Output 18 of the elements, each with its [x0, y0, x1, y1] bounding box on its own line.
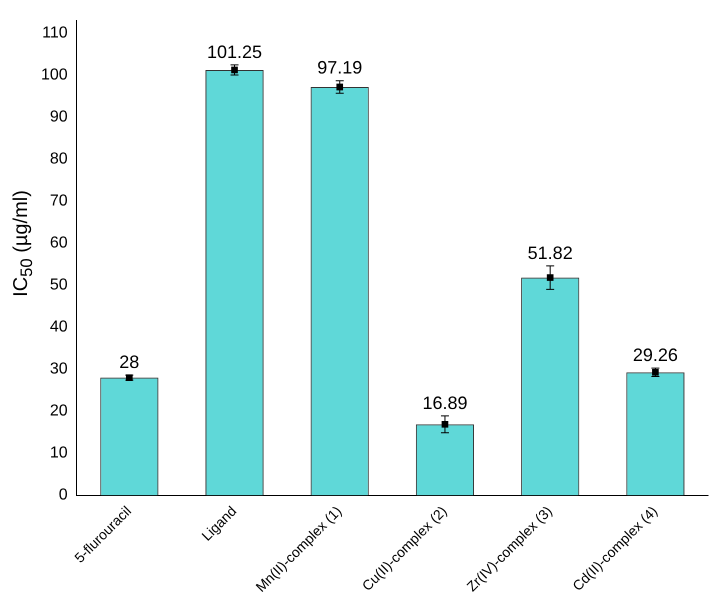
data-label: 101.25 [206, 42, 262, 62]
data-label: 28 [119, 352, 140, 372]
data-label: 51.82 [528, 242, 573, 263]
y-tick-label: 110 [42, 24, 68, 42]
y-tick-label: 80 [50, 150, 68, 168]
y-tick-label: 20 [50, 402, 68, 420]
y-tick-label: 30 [50, 360, 68, 378]
y-tick-label: 40 [50, 318, 68, 336]
data-label: 97.19 [317, 58, 362, 78]
y-tick-label: 0 [58, 486, 68, 504]
y-tick-label: 100 [40, 66, 68, 84]
data-label: 29.26 [632, 345, 678, 366]
y-tick-label: 50 [50, 276, 68, 294]
y-tick-label: 70 [50, 192, 68, 210]
y-tick-label: 60 [50, 234, 68, 252]
y-tick-label: 90 [50, 108, 68, 126]
data-label: 16.89 [422, 392, 468, 413]
y-tick-label: 10 [50, 444, 68, 462]
